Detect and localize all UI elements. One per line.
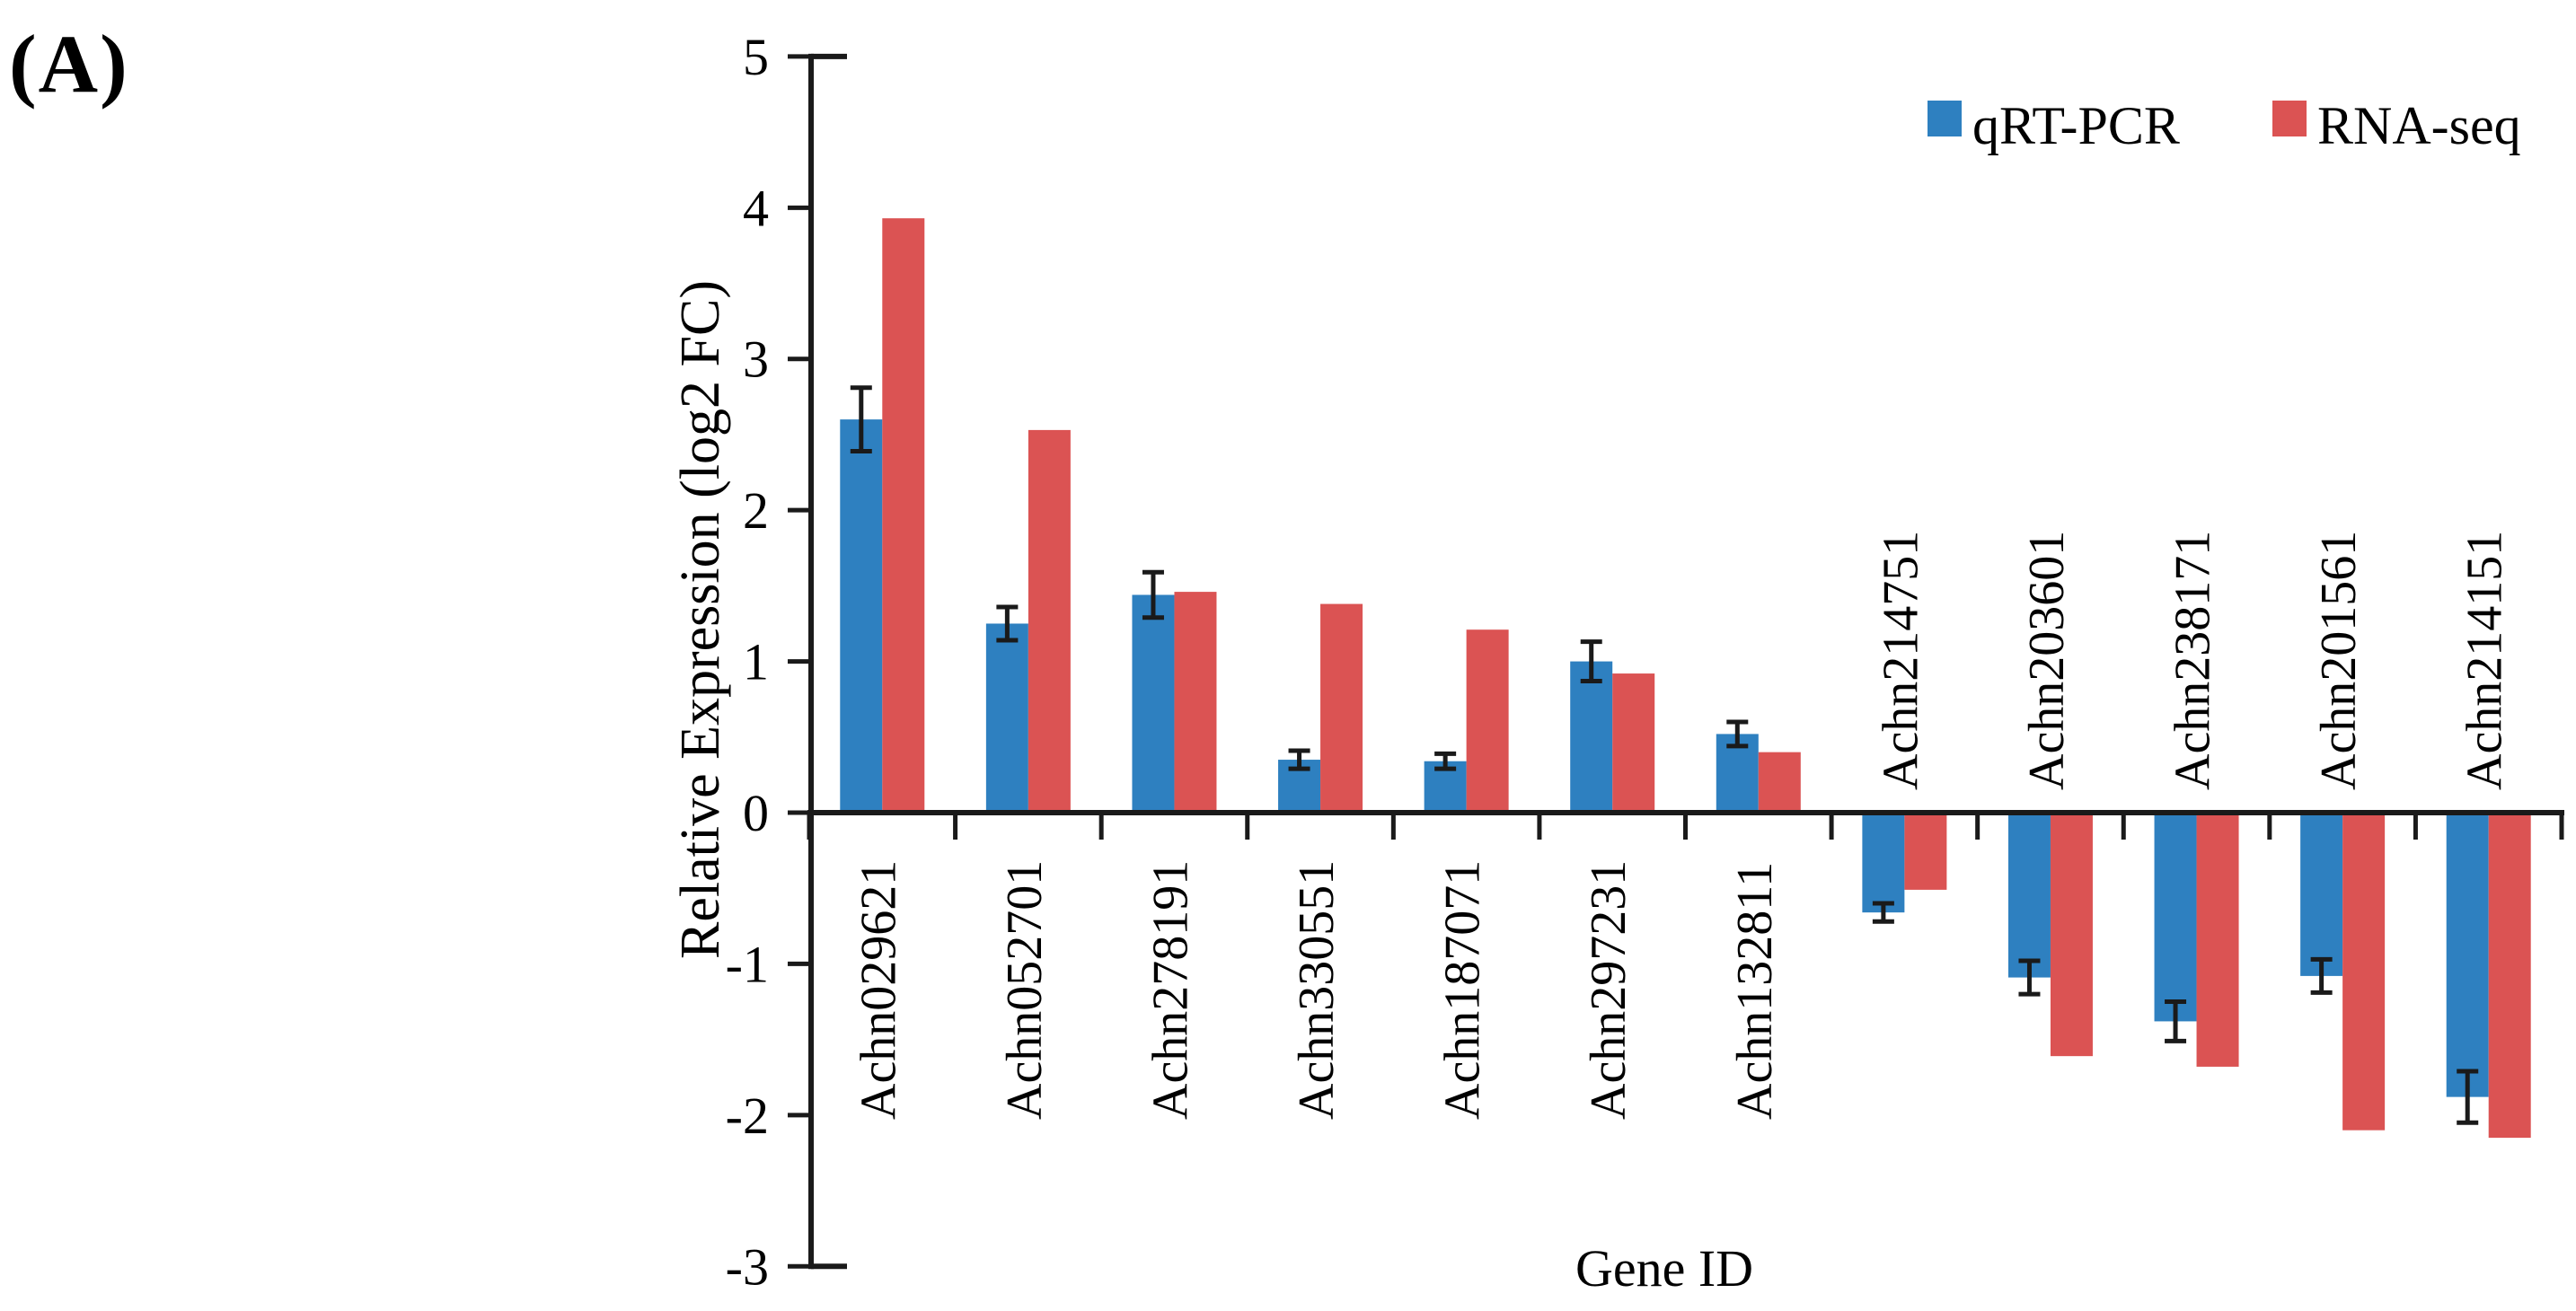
y-tick-label--2: -2 [726,1087,769,1145]
x-category-label-Achn238171: Achn238171 [2166,531,2221,790]
bar-qrtpcr-Achn238171 [2154,813,2197,1022]
legend-label-qrtpcr: qRT-PCR [1972,96,2180,155]
y-tick-label--1: -1 [726,935,769,993]
bar-rnaseq-Achn052701 [1028,429,1071,813]
legend-swatch-qrtpcr [1928,101,1962,136]
bar-qrtpcr-Achn278191 [1132,594,1175,813]
y-tick-label-4: 4 [743,179,769,237]
y-tick-label-3: 3 [743,330,769,389]
bar-qrtpcr-Achn052701 [985,623,1028,813]
bar-rnaseq-Achn187071 [1466,629,1509,813]
y-tick-label-0: 0 [743,784,769,842]
bar-qrtpcr-Achn297231 [1570,661,1613,813]
x-category-label-Achn214751: Achn214751 [1873,531,1928,790]
bar-rnaseq-Achn238171 [2196,813,2239,1067]
x-category-label-Achn201561: Achn201561 [2311,531,2367,790]
x-category-label-Achn187071: Achn187071 [1435,860,1491,1120]
x-category-label-Achn214151: Achn214151 [2457,531,2513,790]
x-category-label-Achn132811: Achn132811 [1727,862,1783,1120]
bar-rnaseq-Achn330551 [1320,603,1363,813]
bar-qrtpcr-Achn214751 [1862,813,1905,913]
x-axis-title: Gene ID [1575,1239,1753,1298]
x-category-label-Achn278191: Achn278191 [1142,860,1198,1120]
bar-rnaseq-Achn203601 [2050,813,2093,1057]
y-tick-label-5: 5 [743,28,769,86]
y-axis-title: Relative Expression (log2 FC) [670,280,731,959]
x-category-label-Achn330551: Achn330551 [1289,860,1345,1120]
bar-qrtpcr-Achn029621 [840,419,883,813]
bar-qrtpcr-Achn214151 [2446,813,2489,1097]
x-category-label-Achn297231: Achn297231 [1581,860,1636,1120]
bar-rnaseq-Achn278191 [1174,592,1217,813]
y-tick-label-1: 1 [743,633,769,691]
bar-qrtpcr-Achn201561 [2300,813,2343,976]
y-tick-label-2: 2 [743,481,769,540]
bar-rnaseq-Achn029621 [882,218,925,814]
legend-label-rnaseq: RNA-seq [2317,96,2521,155]
bar-qrtpcr-Achn203601 [2007,813,2051,978]
bar-rnaseq-Achn297231 [1612,673,1655,813]
bar-rnaseq-Achn214151 [2488,813,2531,1139]
bar-rnaseq-Achn201561 [2342,813,2386,1131]
x-category-label-Achn203601: Achn203601 [2019,531,2075,790]
panel-label: (A) [9,18,129,110]
y-tick-label--3: -3 [726,1237,769,1296]
legend-swatch-rnaseq [2272,101,2307,136]
bar-rnaseq-Achn132811 [1758,752,1801,813]
x-category-label-Achn052701: Achn052701 [997,860,1053,1120]
x-category-label-Achn029621: Achn029621 [851,860,906,1120]
bar-rnaseq-Achn214751 [1904,813,1947,890]
